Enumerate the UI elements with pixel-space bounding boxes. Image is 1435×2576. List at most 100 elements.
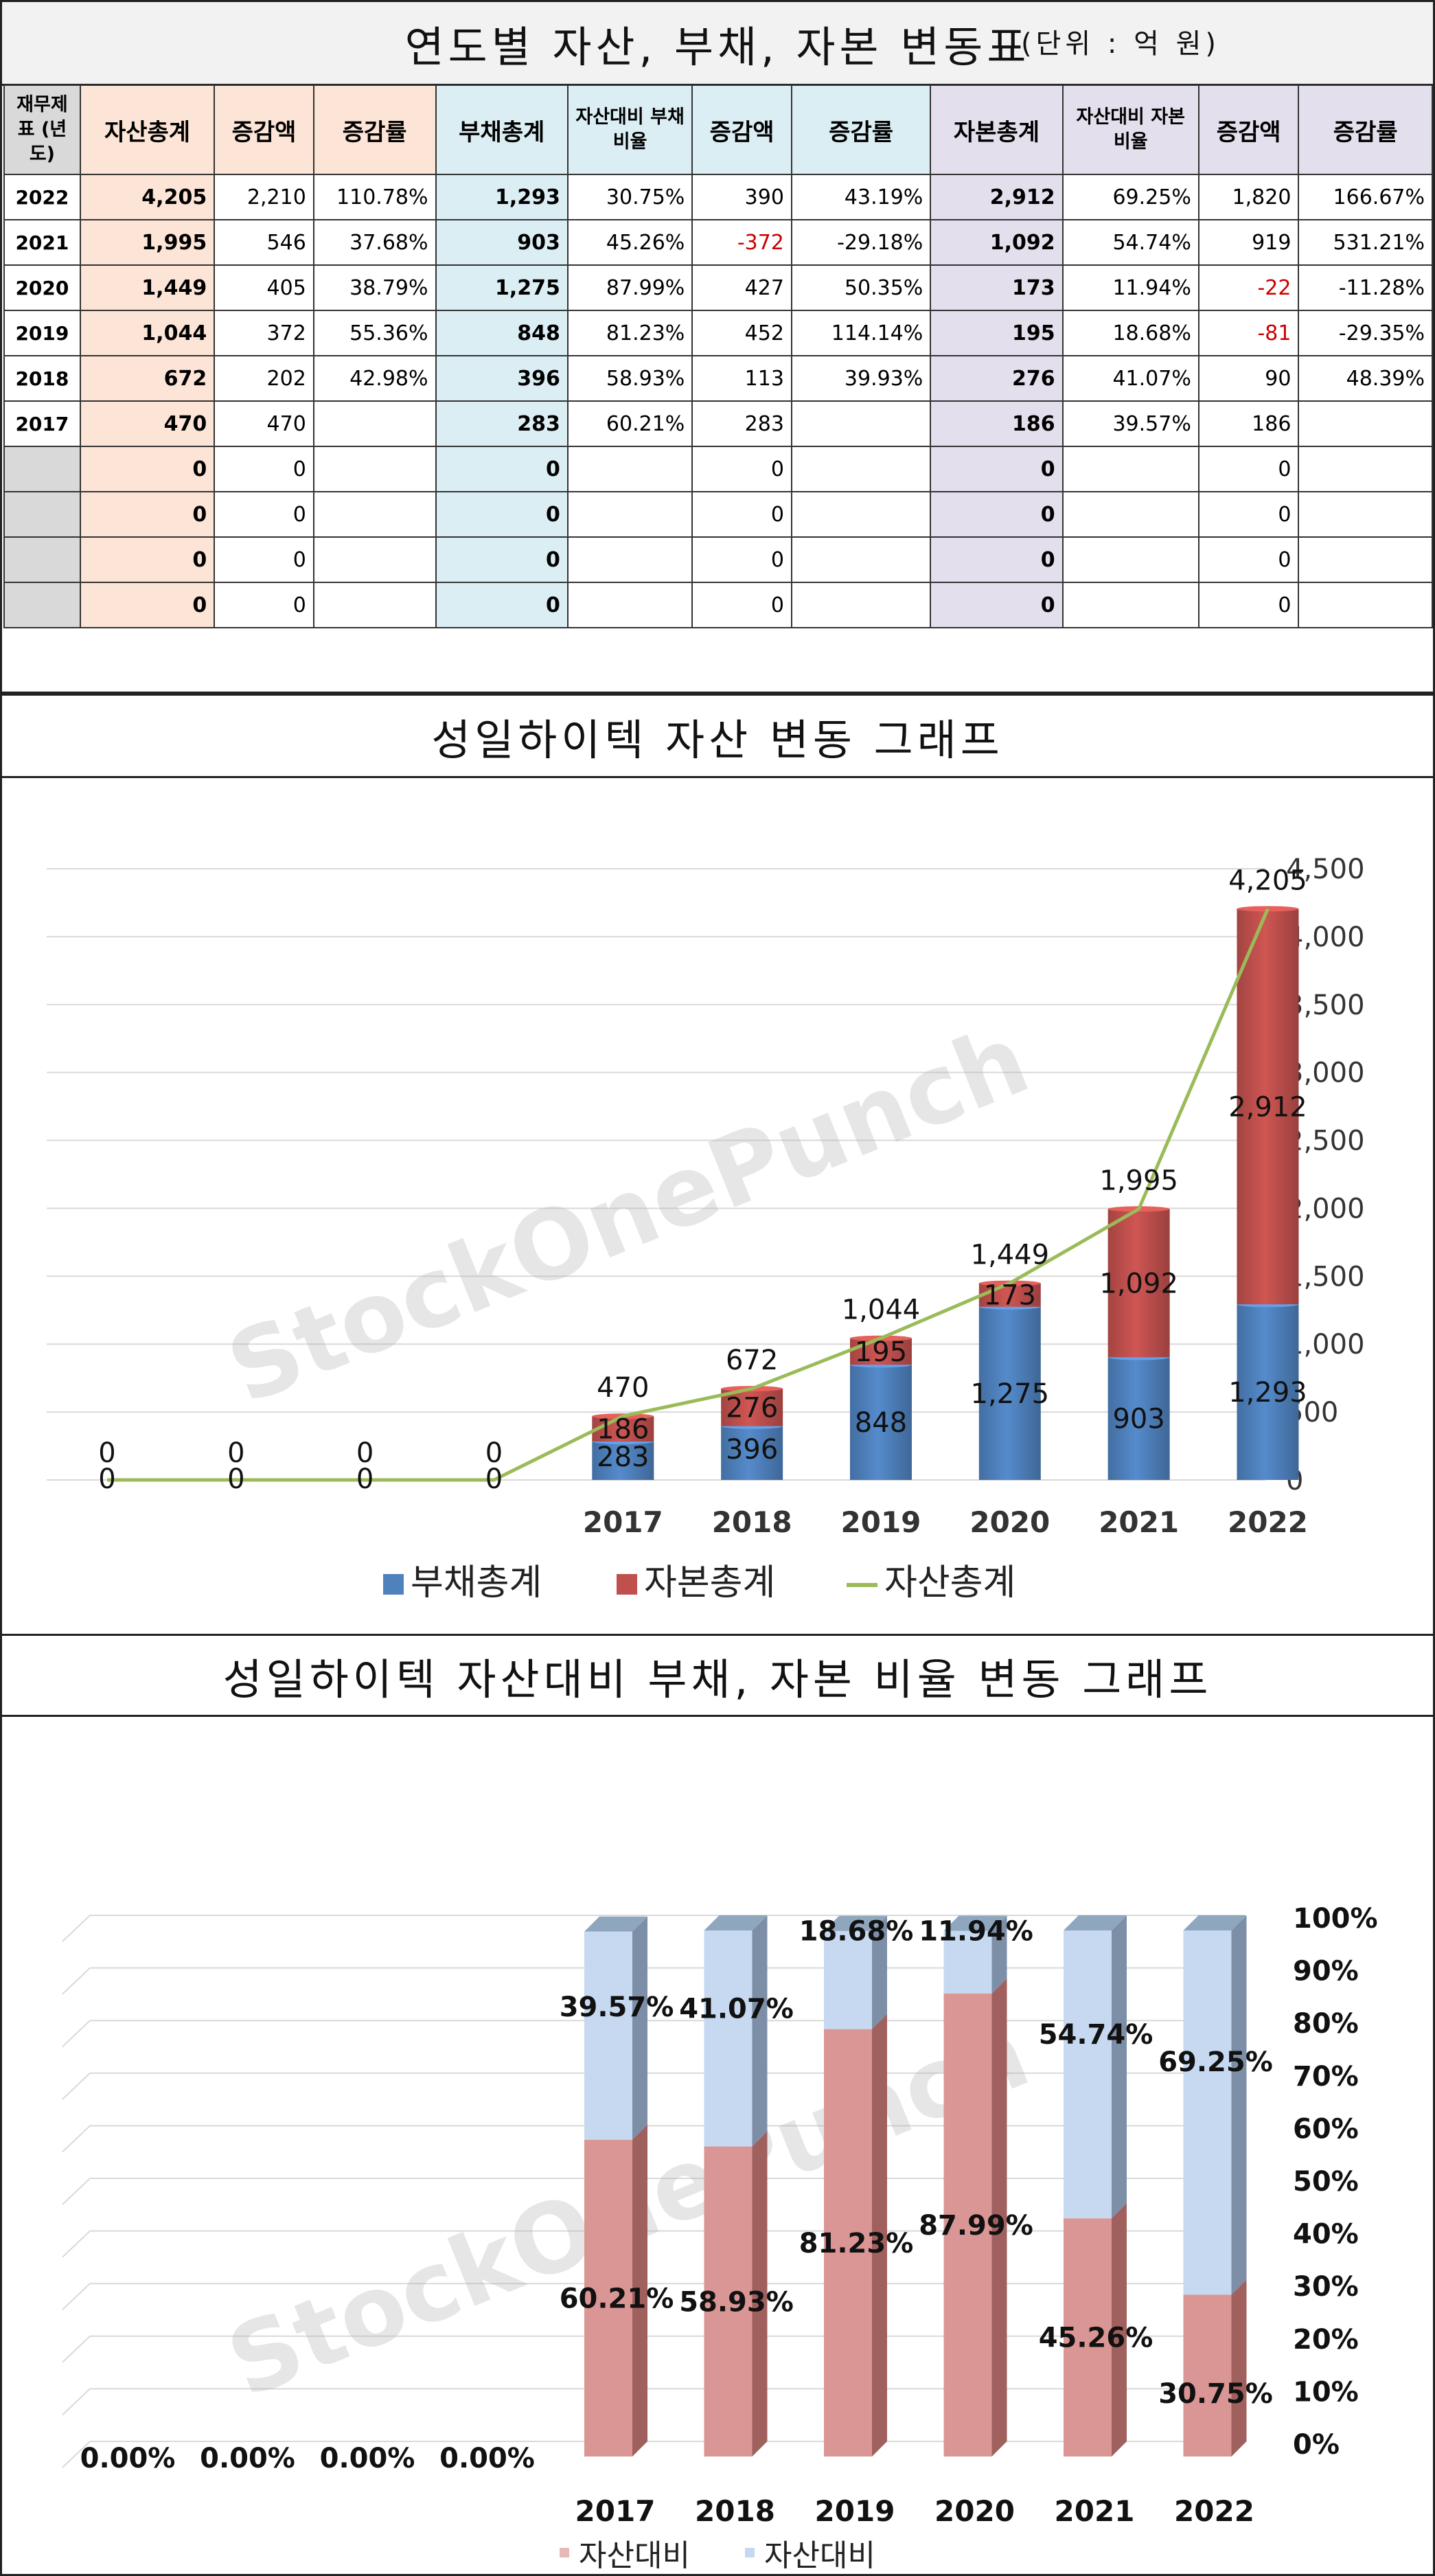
x-tick-label: 2017 (575, 2494, 656, 2528)
table-row: 2018 672 202 42.98% 396 58.93% 113 39.93% 276 41.… (3, 355, 1433, 402)
table-cell (1298, 400, 1433, 447)
table-cell: 0 (930, 446, 1064, 492)
table-cell: 1,275 (435, 264, 569, 311)
x-tick-label: 2019 (815, 2494, 895, 2528)
debt-data-label: 903 (1112, 1404, 1164, 1435)
bar-equity-9 (1183, 1930, 1232, 2295)
bar-equity-5 (721, 1389, 783, 1426)
bar-top-cap (943, 1915, 1007, 1931)
bar-debt-side (872, 2014, 887, 2457)
table-cell: 2021 (3, 219, 81, 266)
table-cell (790, 400, 932, 447)
table-cell (1298, 536, 1433, 583)
table-header-3: 증감률 (312, 84, 437, 175)
legend-text-line: 자산대비 (579, 2538, 690, 2573)
bar-debt-7 (978, 1306, 1041, 1480)
table-cell: 0 (435, 582, 569, 628)
bar-debt-9 (1183, 2294, 1232, 2457)
legend-debt-label: 부채총계 (411, 1562, 542, 1604)
bar-debt-side (1231, 2279, 1247, 2457)
gridline-slant (62, 2125, 91, 2153)
table-cell: 470 (214, 400, 314, 447)
table-cell: 0 (214, 491, 314, 538)
y-tick-label: 2,500 (1286, 1126, 1365, 1157)
debt-data-label: 30.75% (1158, 2378, 1273, 2410)
table-cell: -11.28% (1298, 264, 1433, 311)
y-tick-label: 3,500 (1286, 990, 1365, 1021)
equity-data-label: 54.74% (1039, 2019, 1153, 2051)
table-cell: 0 (691, 536, 792, 583)
table-cell: 0 (1197, 491, 1300, 538)
equity-data-label: 276 (726, 1392, 778, 1424)
table-cell: 405 (214, 264, 314, 311)
bar-top-cap (1183, 1915, 1247, 1930)
table-cell (1298, 446, 1433, 492)
table-cell: 54.74% (1061, 219, 1199, 266)
table-cell: 41.07% (1061, 355, 1199, 402)
x-tick-label: 2019 (841, 1505, 921, 1539)
bar-equity-7 (978, 1283, 1041, 1307)
table-header-6: 증감액 (691, 84, 792, 175)
table-cell: 672 (79, 355, 216, 402)
bar-debt-side (1112, 2203, 1127, 2457)
table-cell: -81 (1197, 310, 1300, 356)
table-cell: 0 (79, 491, 216, 538)
table-cell: 0 (930, 536, 1064, 583)
bar-equity-side (752, 1915, 768, 2147)
table-row: 2020 1,449 405 38.79% 1,275 87.99% 427 50.35% 17… (3, 264, 1433, 311)
table-row: 2017 470 470 283 60.21% 283 186 39.57% 186 (3, 400, 1433, 447)
table-cell: 0 (435, 491, 569, 538)
equity-data-label: 2,912 (1228, 1091, 1307, 1123)
assets-data-label: 672 (726, 1345, 778, 1376)
bar-equity-7 (943, 1930, 992, 1994)
y-tick-label: 1,000 (1286, 1329, 1365, 1360)
y-tick-label: 20% (1293, 2324, 1359, 2356)
table-cell: 114.14% (790, 310, 932, 356)
assets-data-label: 0 (356, 1437, 374, 1469)
debt-data-label: 0.00% (80, 2443, 176, 2474)
table-header-1: 자산총계 (79, 84, 216, 175)
table-title: 연도별 자산, 부채, 자본 변동표 (404, 21, 1031, 72)
assets-data-label: 0 (485, 1437, 503, 1469)
bar-debt-side (991, 1978, 1007, 2457)
assets-data-label: 1,449 (971, 1239, 1050, 1270)
table-cell: 2020 (3, 264, 81, 311)
equity-data-label: 173 (984, 1280, 1036, 1312)
table-cell (790, 446, 932, 492)
equity-data-label: 195 (855, 1336, 907, 1368)
table-cell: 2,210 (214, 174, 314, 220)
table-header-7: 증감률 (790, 84, 932, 175)
table-cell (1061, 582, 1199, 628)
table-row: 2019 1,044 372 55.36% 848 81.23% 452 114.14% 195… (3, 310, 1433, 356)
y-tick-label: 0% (1293, 2429, 1340, 2461)
table-cell: 276 (930, 355, 1064, 402)
bar-equity-8 (1107, 1209, 1170, 1358)
table-cell: 37.68% (312, 219, 437, 266)
table-cell (1061, 536, 1199, 583)
gridline-slant (62, 1915, 91, 1942)
y-tick-label: 30% (1293, 2271, 1359, 2303)
legend-assets-label: 자산총계 (884, 1562, 1015, 1604)
table-cell: 2022 (3, 174, 81, 220)
bar-debt-side (632, 2124, 647, 2457)
asset-chart-title-bar: 성일하이텍 자산 변동 그래프 (2, 696, 1433, 778)
x-tick-label: 2020 (934, 2494, 1015, 2528)
table-cell (566, 491, 693, 538)
table-cell: 173 (930, 264, 1064, 311)
table-cell: 919 (1197, 219, 1300, 266)
debt-data-label: 0 (227, 1463, 244, 1495)
table-cell: 1,995 (79, 219, 216, 266)
table-header-4: 부채총계 (435, 84, 569, 175)
table-cell: 848 (435, 310, 569, 356)
bar-equity-6 (849, 1338, 912, 1365)
y-tick-label: 2,000 (1286, 1193, 1365, 1224)
table-cell: 186 (930, 400, 1064, 447)
watermark: StockOnePunch (214, 1003, 1044, 1426)
table-cell (312, 536, 437, 583)
table-cell: 546 (214, 219, 314, 266)
y-tick-label: 4,000 (1286, 922, 1365, 953)
table-cell: 39.93% (790, 355, 932, 402)
debt-data-label: 0.00% (320, 2443, 415, 2474)
